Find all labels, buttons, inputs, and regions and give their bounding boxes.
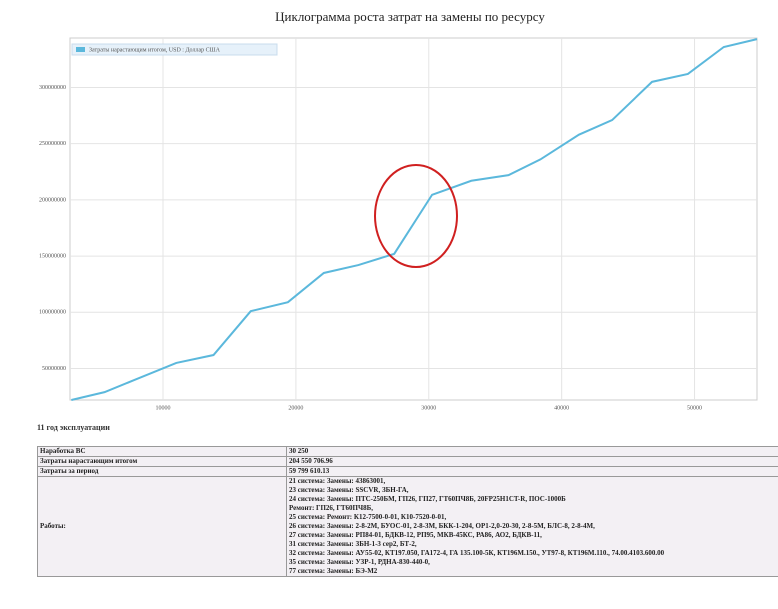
- legend-box: [71, 43, 278, 56]
- period-label: 11 год эксплуатации: [37, 423, 110, 432]
- x-tick-label: 10000: [156, 405, 171, 411]
- row-label: Затраты за период: [37, 466, 287, 477]
- legend-label: Затраты нарастающим итогом, USD : Доллар…: [89, 47, 221, 53]
- work-line: 77 система: Замены: БЭ-М2: [289, 567, 378, 575]
- work-line: 25 система: Ремонт: К12-7500-0-01, К10-7…: [289, 513, 447, 521]
- x-tick-label: 50000: [687, 405, 702, 411]
- x-tick-label: 20000: [288, 405, 303, 411]
- row-label: Затраты нарастающим итогом: [37, 456, 287, 467]
- work-line: 35 система: Замены: УЗР-1, РДНА-830-440-…: [289, 558, 430, 566]
- work-line: 21 система: Замены: 43863001,: [289, 477, 386, 485]
- row-label: Наработка ВС: [37, 446, 287, 457]
- chart: Циклограмма роста затрат на замены по ре…: [39, 9, 758, 411]
- details-table: Наработка ВС 30 250 Затраты нарастающим ит…: [37, 446, 778, 577]
- table-row: Наработка ВС 30 250: [37, 446, 778, 457]
- work-line: 26 система: Замены: 2-8-2М, БУОС-01, 2-8…: [289, 522, 595, 530]
- y-tick-label: 100000000: [39, 310, 66, 316]
- table-row: Затраты нарастающим итогом 204 550 706.96: [37, 456, 778, 467]
- x-tick-label: 40000: [554, 405, 569, 411]
- row-value: 204 550 706.96: [286, 456, 778, 467]
- row-label: Работы:: [37, 476, 287, 577]
- chart-title: Циклограмма роста затрат на замены по ре…: [275, 9, 545, 24]
- work-line: 24 система: Замены: ПТС-250БМ, ГП26, ГП2…: [289, 495, 566, 503]
- y-tick-label: 250000000: [39, 141, 66, 147]
- y-tick-label: 300000000: [39, 85, 66, 91]
- row-value: 21 система: Замены: 43863001, 23 система:…: [286, 476, 778, 577]
- y-tick-label: 50000000: [42, 366, 66, 372]
- work-line: 31 система: Замены: ЗБН-1-3 сер2, БТ-2,: [289, 540, 417, 548]
- work-line: 23 система: Замены: SSCVR, ЗБН-ГА,: [289, 486, 409, 494]
- table-row: Затраты за период 59 799 610.13: [37, 466, 778, 477]
- work-line: Ремонт: ГП26, ГТ60ПЧ8Б,: [289, 504, 373, 512]
- work-line: 32 система: Замены: АУ55-02, КТ197.050, …: [289, 549, 665, 557]
- work-line: 27 система: Замены: РП84-01, БДКВ-12, РП…: [289, 531, 542, 539]
- data-line: [71, 38, 758, 401]
- x-tick-label: 30000: [421, 405, 436, 411]
- legend-swatch: [76, 47, 85, 52]
- table-row: Работы: 21 система: Замены: 43863001, 23 с…: [37, 476, 778, 577]
- row-value: 30 250: [286, 446, 778, 457]
- y-tick-label: 200000000: [39, 197, 66, 203]
- highlight-circle: [374, 164, 458, 268]
- plot-frame: [69, 37, 758, 401]
- y-tick-label: 150000000: [39, 253, 66, 259]
- row-value: 59 799 610.13: [286, 466, 778, 477]
